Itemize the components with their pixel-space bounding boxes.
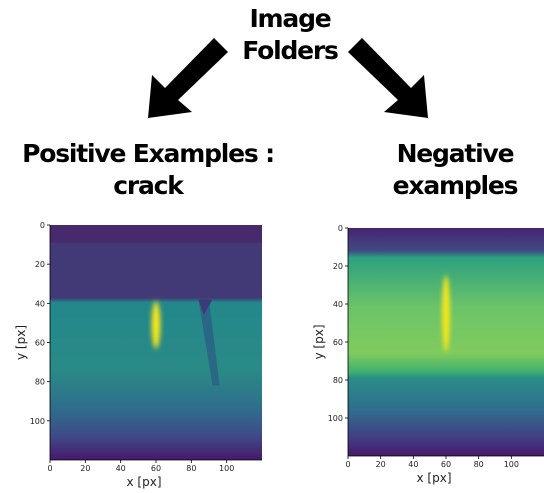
y-axis-label: y [px]	[14, 325, 28, 360]
y-tick-label: 40	[35, 299, 45, 308]
y-tick-label: 40	[333, 300, 343, 309]
arrow-left	[148, 38, 228, 118]
y-tick-label: 0	[40, 221, 45, 230]
x-tick-label: 80	[186, 464, 196, 473]
x-tick-label: 0	[345, 460, 350, 469]
y-tick-label: 80	[333, 376, 343, 385]
title-line: Image	[249, 4, 330, 33]
y-tick-label: 20	[35, 260, 45, 269]
x-tick-label: 40	[116, 464, 126, 473]
y-tick-label: 100	[328, 414, 343, 423]
y-tick-label: 20	[333, 262, 343, 271]
title-line: Folders	[242, 36, 338, 65]
y-tick-label: 80	[35, 378, 45, 387]
x-tick-label: 60	[441, 460, 451, 469]
y-tick-label: 60	[35, 339, 45, 348]
x-axis-label: x [px]	[127, 475, 162, 489]
y-axis-label: y [px]	[312, 325, 326, 360]
x-axis-label: x [px]	[417, 471, 452, 485]
x-tick-label: 20	[80, 464, 90, 473]
x-tick-label: 40	[408, 460, 418, 469]
x-tick-label: 20	[376, 460, 386, 469]
x-tick-label: 0	[47, 464, 52, 473]
x-tick-label: 60	[151, 464, 161, 473]
y-tick-label: 100	[30, 417, 45, 426]
panel-label: crack	[113, 171, 185, 200]
hot-spot	[442, 276, 450, 352]
heatmap-image	[348, 228, 544, 456]
panel-label: examples	[393, 171, 518, 200]
x-tick-label: 100	[219, 464, 234, 473]
y-tick-label: 60	[333, 338, 343, 347]
arrow-right	[348, 38, 428, 118]
diagram: Image Folders Positive Examples : crack …	[0, 0, 544, 493]
heatmap-image	[50, 225, 262, 460]
panel-label: Negative	[397, 139, 514, 168]
x-tick-label: 80	[474, 460, 484, 469]
panel-label: Positive Examples :	[22, 139, 274, 168]
x-tick-label: 100	[504, 460, 519, 469]
y-tick-label: 0	[338, 224, 343, 233]
hot-spot	[152, 301, 161, 348]
